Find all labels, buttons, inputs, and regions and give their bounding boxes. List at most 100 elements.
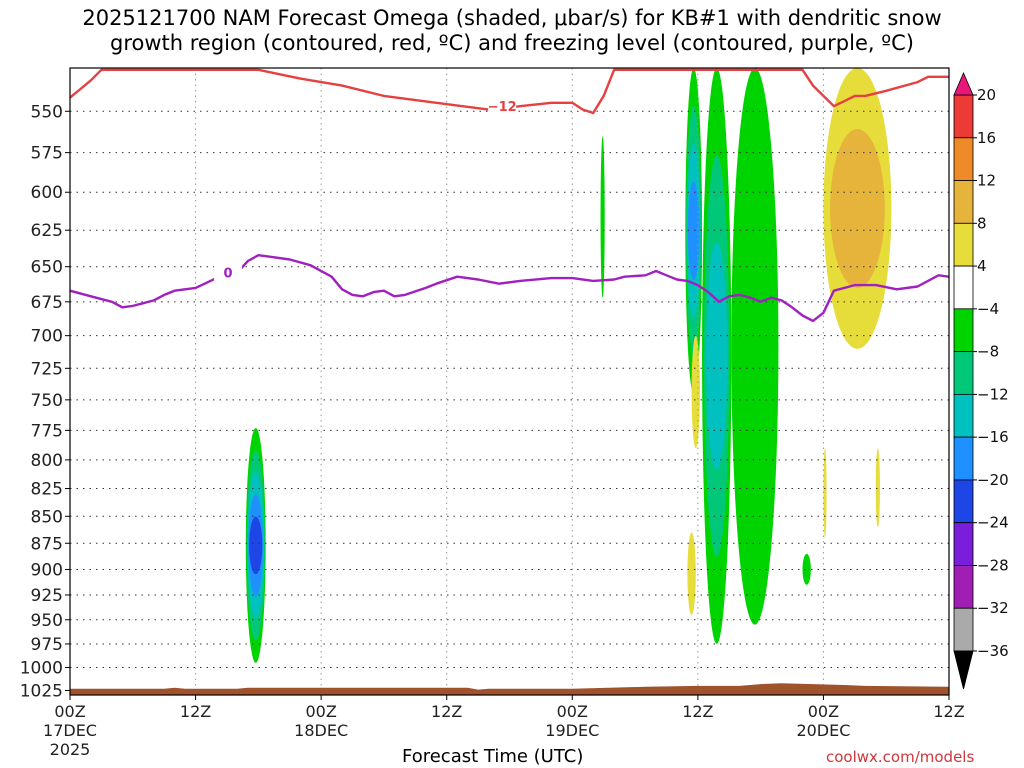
colorbar-bin — [953, 436, 974, 481]
y-tick-label: 925 — [31, 586, 63, 606]
y-tick-label: 1000 — [20, 658, 63, 678]
colorbar-label: 16 — [977, 129, 996, 147]
x-tick-label: 00Z — [54, 702, 85, 721]
terrain — [70, 683, 949, 695]
grid-lines — [70, 68, 949, 695]
contour-lines: −12 0 — [70, 68, 949, 323]
y-tick-label: 625 — [31, 221, 63, 241]
omega-shade-band — [823, 448, 827, 538]
contour-label: −12 — [488, 100, 517, 115]
colorbar-bin — [953, 393, 974, 438]
omega-region — [687, 532, 696, 615]
colorbar-bin — [953, 308, 974, 353]
y-tick-label: 825 — [31, 480, 63, 500]
colorbar-bin — [953, 565, 974, 609]
contour-label: 0 — [223, 266, 232, 281]
colorbar-label: −8 — [977, 343, 999, 361]
x-tick-date: 19DEC — [545, 721, 599, 740]
colorbar-bin — [953, 479, 974, 524]
x-tick-date: 20DEC — [796, 721, 850, 740]
x-tick-date: 18DEC — [294, 721, 348, 740]
omega-shade-band — [706, 242, 728, 470]
colorbar-label: 4 — [977, 257, 987, 275]
colorbar-bottom-arrow — [953, 650, 974, 690]
contour-temperature-0 — [70, 253, 949, 323]
y-tick-label: 850 — [31, 507, 63, 527]
colorbar-bin — [953, 265, 974, 310]
omega-region — [600, 136, 605, 298]
y-tick-label: 600 — [31, 183, 63, 203]
omega-region — [802, 553, 811, 585]
colorbar-bin — [953, 522, 974, 566]
y-tick-label: 725 — [31, 359, 63, 379]
y-tick-label: 950 — [31, 611, 63, 631]
omega-region — [875, 448, 880, 528]
x-tick-date: 17DEC — [43, 721, 97, 740]
y-tick-label: 550 — [31, 102, 63, 122]
x-axis-label: Forecast Time (UTC) — [402, 746, 584, 767]
y-tick-label: 900 — [31, 560, 63, 580]
omega-shade-band — [691, 335, 700, 449]
colorbar: 20 16 12 8 4 −4 −8 −12 −16 −20 −24 −28 −32 −36 — [953, 71, 1009, 690]
omega-shade-band — [830, 129, 885, 288]
omega-region — [731, 68, 779, 625]
omega-region — [823, 448, 827, 538]
colorbar-label: −12 — [977, 385, 1009, 403]
y-tick-label: 975 — [31, 635, 63, 655]
colorbar-label: 20 — [977, 86, 996, 104]
colorbar-bin — [953, 351, 974, 395]
chart-title-line-2: growth region (contoured, red, ºC) and f… — [110, 31, 914, 55]
omega-shade-band — [687, 532, 696, 615]
colorbar-label: −32 — [977, 599, 1009, 617]
omega-shade-band — [687, 181, 700, 281]
y-tick-label: 575 — [31, 144, 63, 164]
omega-region — [685, 68, 703, 394]
x-tick-label: 12Z — [180, 702, 211, 721]
site-credit-link[interactable]: coolwx.com/models — [826, 748, 975, 766]
colorbar-label: −4 — [977, 300, 999, 318]
colorbar-label: −16 — [977, 428, 1009, 446]
omega-region — [702, 68, 732, 644]
contour-label-bg — [488, 98, 517, 115]
contour-label-bg — [214, 264, 243, 281]
colorbar-label: −36 — [977, 642, 1009, 660]
colorbar-bin — [953, 607, 974, 652]
plot-frame — [69, 67, 950, 696]
y-tick-label: 750 — [31, 391, 63, 411]
colorbar-label: 8 — [977, 214, 987, 232]
omega-shade-band — [875, 448, 880, 528]
colorbar-label: −28 — [977, 556, 1009, 574]
x-tick-label: 12Z — [933, 702, 964, 721]
colorbar-top-arrow — [953, 71, 974, 96]
x-tick-label: 12Z — [431, 702, 462, 721]
y-tick-label: 775 — [31, 421, 63, 441]
y-tick-label: 675 — [31, 293, 63, 313]
omega-shade-band — [600, 136, 605, 298]
x-tick-label: 00Z — [557, 702, 588, 721]
x-tick-year: 2025 — [50, 740, 91, 759]
y-tick-label: 700 — [31, 327, 63, 347]
x-tick-label: 12Z — [682, 702, 713, 721]
chart-title-line-1: 2025121700 NAM Forecast Omega (shaded, μ… — [82, 6, 942, 30]
x-tick-label: 00Z — [305, 702, 336, 721]
x-tick-label: 00Z — [808, 702, 839, 721]
y-tick-label: 800 — [31, 451, 63, 471]
colorbar-bin — [953, 222, 974, 267]
omega-region — [691, 335, 700, 449]
y-tick-label: 875 — [31, 534, 63, 554]
omega-shading — [245, 68, 892, 663]
contour-temperature--12 — [70, 68, 949, 115]
colorbar-label: −24 — [977, 514, 1009, 532]
colorbar-bin — [953, 137, 974, 181]
colorbar-label: −20 — [977, 471, 1009, 489]
y-axis-ticks: 550 575 600 625 650 675 700 725 750 775 800 825 850 8… — [20, 102, 70, 701]
colorbar-label: 12 — [977, 172, 996, 190]
omega-shade-band — [731, 68, 779, 625]
omega-shade-band — [802, 553, 811, 585]
colorbar-bin — [953, 94, 974, 139]
y-tick-label: 650 — [31, 258, 63, 278]
omega-region — [823, 68, 892, 349]
terrain-fill — [70, 683, 949, 695]
